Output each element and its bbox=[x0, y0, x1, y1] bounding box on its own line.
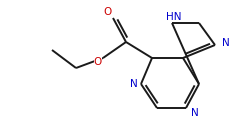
Text: HN: HN bbox=[166, 12, 182, 22]
Text: O: O bbox=[104, 7, 112, 17]
Text: O: O bbox=[94, 57, 102, 67]
Text: N: N bbox=[222, 38, 230, 48]
Text: N: N bbox=[130, 79, 138, 89]
Text: N: N bbox=[191, 108, 199, 118]
